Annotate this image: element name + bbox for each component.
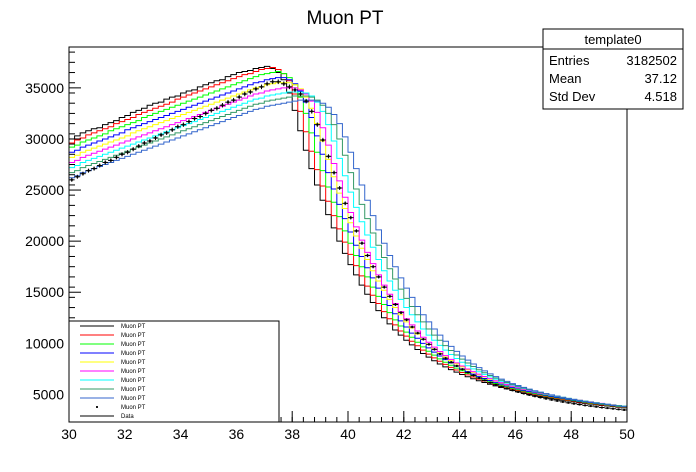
legend-entry: Muon PT bbox=[80, 378, 146, 384]
stats-box-title: template0 bbox=[584, 32, 641, 47]
legend-label: Muon PT bbox=[121, 324, 146, 330]
y-tick-label: 5000 bbox=[33, 386, 64, 402]
legend-entry: Muon PT bbox=[80, 333, 146, 339]
legend-label: Muon PT bbox=[121, 396, 146, 402]
legend: Muon PT Muon PT Muon PT Muon PT Muon PT Muon … bbox=[68, 320, 280, 423]
legend-label: Muon PT bbox=[121, 369, 146, 375]
x-tick-label: 42 bbox=[396, 426, 412, 442]
x-tick-label: 34 bbox=[173, 426, 189, 442]
legend-label: Muon PT bbox=[121, 387, 146, 393]
y-tick-label: 10000 bbox=[25, 335, 64, 351]
legend-label: Muon PT bbox=[121, 378, 146, 384]
series-line bbox=[69, 99, 627, 408]
y-tick-label: 20000 bbox=[25, 233, 64, 249]
legend-entry: Muon PT bbox=[80, 396, 146, 402]
legend-label: Muon PT bbox=[121, 351, 146, 357]
x-tick-label: 48 bbox=[563, 426, 579, 442]
legend-label: Muon PT bbox=[121, 405, 146, 411]
x-tick-label: 32 bbox=[117, 426, 133, 442]
y-tick-label: 25000 bbox=[25, 182, 64, 198]
legend-entries: Muon PT Muon PT Muon PT Muon PT Muon PT Muon … bbox=[80, 324, 146, 420]
stats-entries-value: 3182502 bbox=[626, 53, 677, 68]
stats-box-frame bbox=[542, 28, 684, 110]
legend-label: Muon PT bbox=[121, 360, 146, 366]
x-tick-label: 46 bbox=[508, 426, 524, 442]
legend-entry: Muon PT bbox=[80, 369, 146, 375]
stats-stddev-value: 4.518 bbox=[644, 89, 677, 104]
stats-stddev-label: Std Dev bbox=[549, 89, 596, 104]
stats-mean-value: 37.12 bbox=[644, 71, 677, 86]
series-line bbox=[69, 71, 627, 408]
legend-entry: Data bbox=[80, 414, 134, 420]
x-tick-label: 40 bbox=[340, 426, 356, 442]
legend-label: Muon PT bbox=[121, 342, 146, 348]
legend-entry: Muon PT bbox=[80, 387, 146, 393]
plot-series bbox=[69, 65, 627, 411]
x-tick-label: 36 bbox=[229, 426, 245, 442]
stats-box: template0 Entries 3182502 Mean 37.12 Std… bbox=[542, 28, 684, 110]
legend-entry: Muon PT bbox=[80, 324, 146, 330]
chart-title: Muon PT bbox=[306, 8, 383, 29]
legend-marker bbox=[96, 406, 98, 408]
legend-box bbox=[68, 320, 280, 423]
data-points bbox=[69, 79, 627, 411]
y-axis: 5000 10000 15000 20000 25000 30000 35000 bbox=[25, 51, 81, 421]
x-tick-label: 38 bbox=[284, 426, 300, 442]
x-tick-label: 50 bbox=[619, 426, 635, 442]
x-tick-label: 30 bbox=[61, 426, 77, 442]
stats-mean-label: Mean bbox=[549, 71, 582, 86]
x-tick-label: 44 bbox=[452, 426, 468, 442]
series-line bbox=[69, 87, 627, 407]
series-line bbox=[69, 77, 627, 408]
legend-entry: Muon PT bbox=[96, 405, 146, 411]
legend-label: Data bbox=[121, 414, 134, 420]
legend-entry: Muon PT bbox=[80, 351, 146, 357]
y-tick-label: 15000 bbox=[25, 284, 64, 300]
stats-entries-label: Entries bbox=[549, 53, 590, 68]
legend-entry: Muon PT bbox=[80, 342, 146, 348]
y-tick-label: 35000 bbox=[25, 80, 64, 96]
y-tick-label: 30000 bbox=[25, 131, 64, 147]
legend-entry: Muon PT bbox=[80, 360, 146, 366]
legend-label: Muon PT bbox=[121, 333, 146, 339]
